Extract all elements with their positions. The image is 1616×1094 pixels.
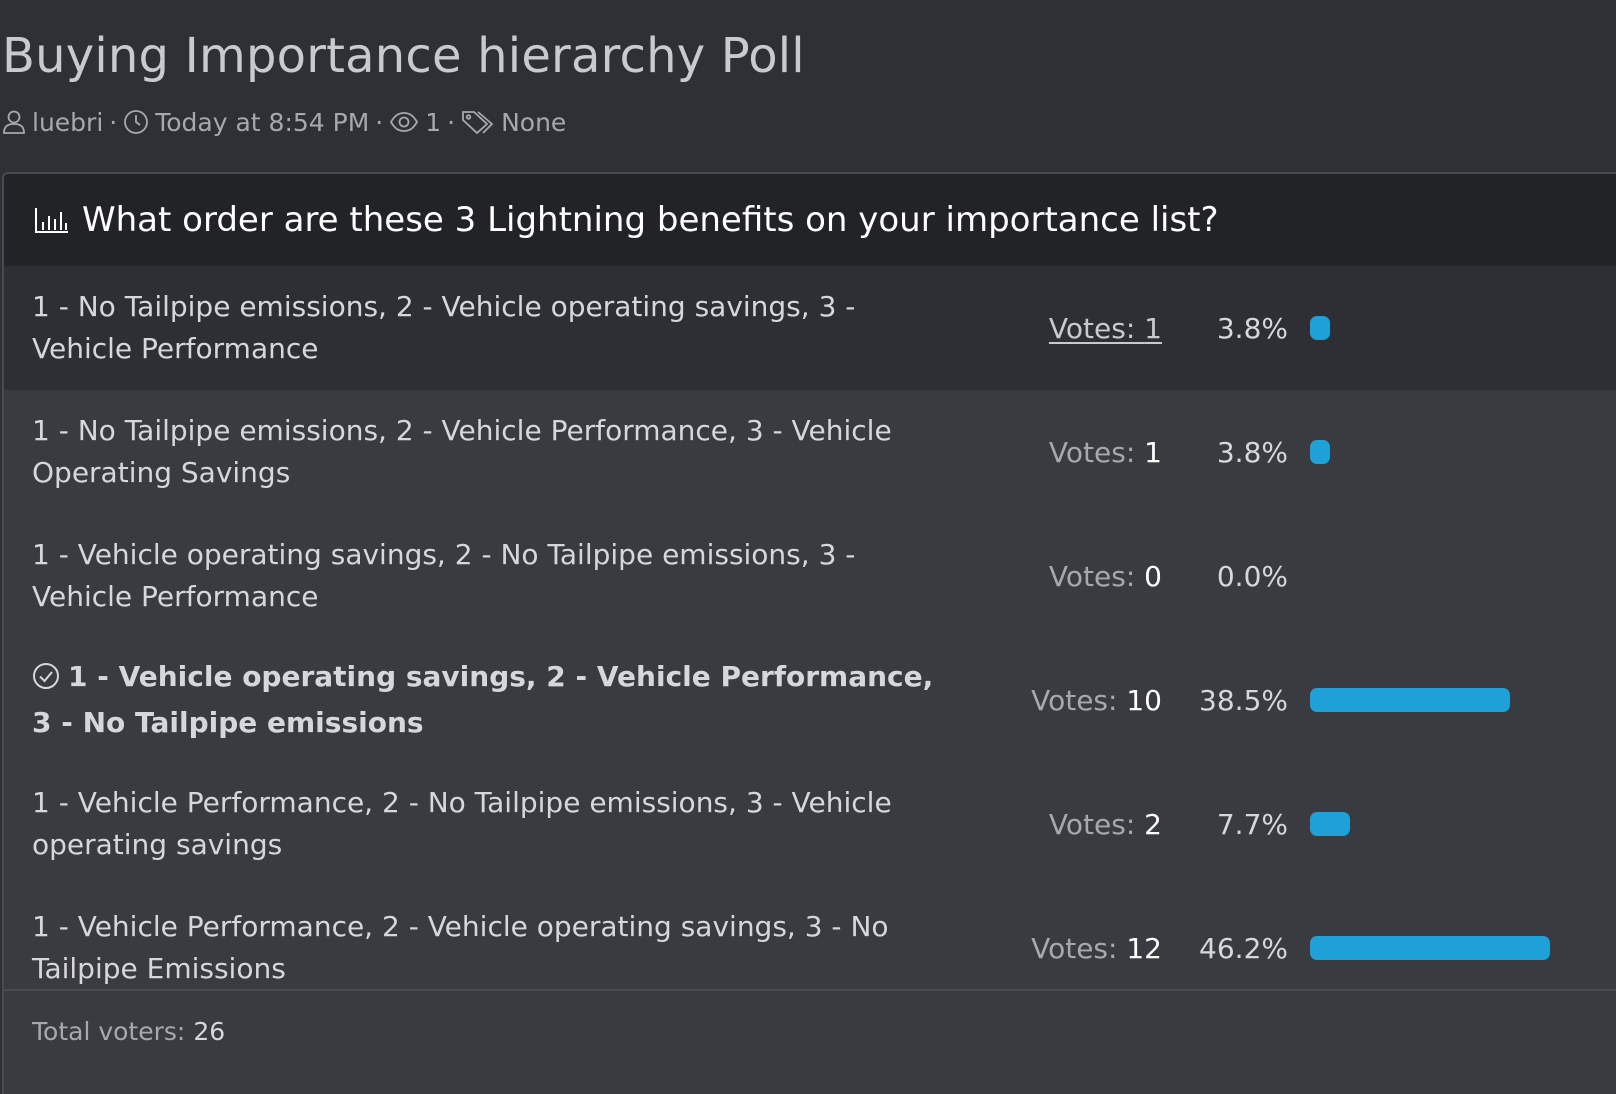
poll-result-bar	[1310, 936, 1550, 960]
poll-result-bar	[1310, 688, 1510, 712]
meta-separator: ·	[109, 107, 118, 137]
poll-percent: 3.8%	[1216, 435, 1288, 469]
votes-label: Votes:	[1031, 931, 1127, 965]
poll-votes: Votes: 2	[1049, 808, 1162, 841]
poll-votes: Votes: 10	[1031, 684, 1162, 717]
poll-result-row: 1 - Vehicle operating savings, 2 - No Ta…	[4, 514, 1616, 638]
eye-icon	[389, 110, 419, 134]
votes-count: 0	[1144, 559, 1162, 593]
clock-icon	[123, 109, 149, 135]
poll-response: 1 - No Tailpipe emissions, 2 - Vehicle P…	[32, 410, 962, 494]
poll-percent: 38.5%	[1199, 683, 1288, 717]
total-voters-label: Total voters:	[32, 1016, 186, 1046]
poll-response-text: 1 - No Tailpipe emissions, 2 - Vehicle o…	[32, 290, 856, 365]
poll-result-row: 1 - No Tailpipe emissions, 2 - Vehicle o…	[4, 266, 1616, 390]
poll-result-row: 1 - No Tailpipe emissions, 2 - Vehicle P…	[4, 390, 1616, 514]
poll-percent: 7.7%	[1216, 807, 1288, 841]
poll-response-text: 1 - Vehicle Performance, 2 - Vehicle ope…	[32, 910, 889, 985]
tags-value: None	[501, 107, 567, 137]
poll-results-list: 1 - No Tailpipe emissions, 2 - Vehicle o…	[4, 266, 1616, 1010]
votes-count: 2	[1144, 807, 1162, 841]
tags-icon	[461, 109, 495, 135]
poll-response: 1 - Vehicle operating savings, 2 - No Ta…	[32, 534, 962, 618]
poll-response-text: 1 - No Tailpipe emissions, 2 - Vehicle P…	[32, 414, 892, 489]
poll-response-text: 1 - Vehicle operating savings, 2 - Vehic…	[32, 660, 934, 739]
votes-label: Votes:	[1048, 435, 1145, 469]
poll-response: 1 - No Tailpipe emissions, 2 - Vehicle o…	[32, 286, 962, 370]
poll-result-row: 1 - Vehicle Performance, 2 - No Tailpipe…	[4, 762, 1616, 886]
poll-result-bar	[1310, 440, 1330, 464]
poll-response: 1 - Vehicle Performance, 2 - No Tailpipe…	[32, 782, 962, 866]
view-count: 1	[425, 107, 442, 137]
total-voters-count: 26	[193, 1016, 226, 1046]
author-link[interactable]: luebri	[32, 107, 104, 137]
poll-result-row: 1 - Vehicle operating savings, 2 - Vehic…	[4, 638, 1616, 762]
poll-response: 1 - Vehicle Performance, 2 - Vehicle ope…	[32, 906, 962, 990]
poll-header: What order are these 3 Lightning benefit…	[4, 174, 1616, 266]
poll-result-bar	[1310, 812, 1350, 836]
poll-response-text: 1 - Vehicle operating savings, 2 - No Ta…	[32, 538, 856, 613]
votes-count: 1	[1144, 435, 1162, 469]
user-icon	[2, 109, 26, 135]
poll-percent: 46.2%	[1199, 931, 1288, 965]
poll-footer: Total voters: 26	[4, 989, 1616, 1071]
meta-separator: ·	[447, 107, 456, 137]
thread-meta: luebri · Today at 8:54 PM · 1 · None	[2, 104, 566, 140]
poll-question: What order are these 3 Lightning benefit…	[82, 200, 1219, 240]
votes-label: Votes:	[1048, 807, 1145, 841]
poll-response-text: 1 - Vehicle Performance, 2 - No Tailpipe…	[32, 786, 892, 861]
post-date-link[interactable]: Today at 8:54 PM	[155, 107, 370, 137]
votes-label: Votes:	[1048, 311, 1145, 345]
poll-votes: Votes: 12	[1031, 932, 1162, 965]
check-circle-icon	[32, 660, 60, 702]
votes-label: Votes:	[1031, 683, 1127, 717]
votes-label: Votes:	[1048, 559, 1145, 593]
poll-result-bar	[1310, 316, 1330, 340]
poll-votes: Votes: 1	[1049, 436, 1162, 469]
poll-votes: Votes: 0	[1049, 560, 1162, 593]
poll-votes: Votes: 1	[1049, 312, 1162, 345]
votes-count: 1	[1144, 311, 1162, 345]
votes-count: 10	[1126, 683, 1162, 717]
meta-separator: ·	[375, 107, 384, 137]
poll-percent: 3.8%	[1216, 311, 1288, 345]
thread-title: Buying Importance hierarchy Poll	[2, 28, 805, 84]
poll-response: 1 - Vehicle operating savings, 2 - Vehic…	[32, 656, 962, 744]
bar-chart-icon	[34, 206, 70, 234]
votes-link[interactable]: Votes: 1	[1049, 312, 1162, 345]
poll-percent: 0.0%	[1216, 559, 1288, 593]
votes-count: 12	[1126, 931, 1162, 965]
poll-block: What order are these 3 Lightning benefit…	[2, 172, 1616, 1094]
poll-result-row: 1 - Vehicle Performance, 2 - Vehicle ope…	[4, 886, 1616, 1010]
